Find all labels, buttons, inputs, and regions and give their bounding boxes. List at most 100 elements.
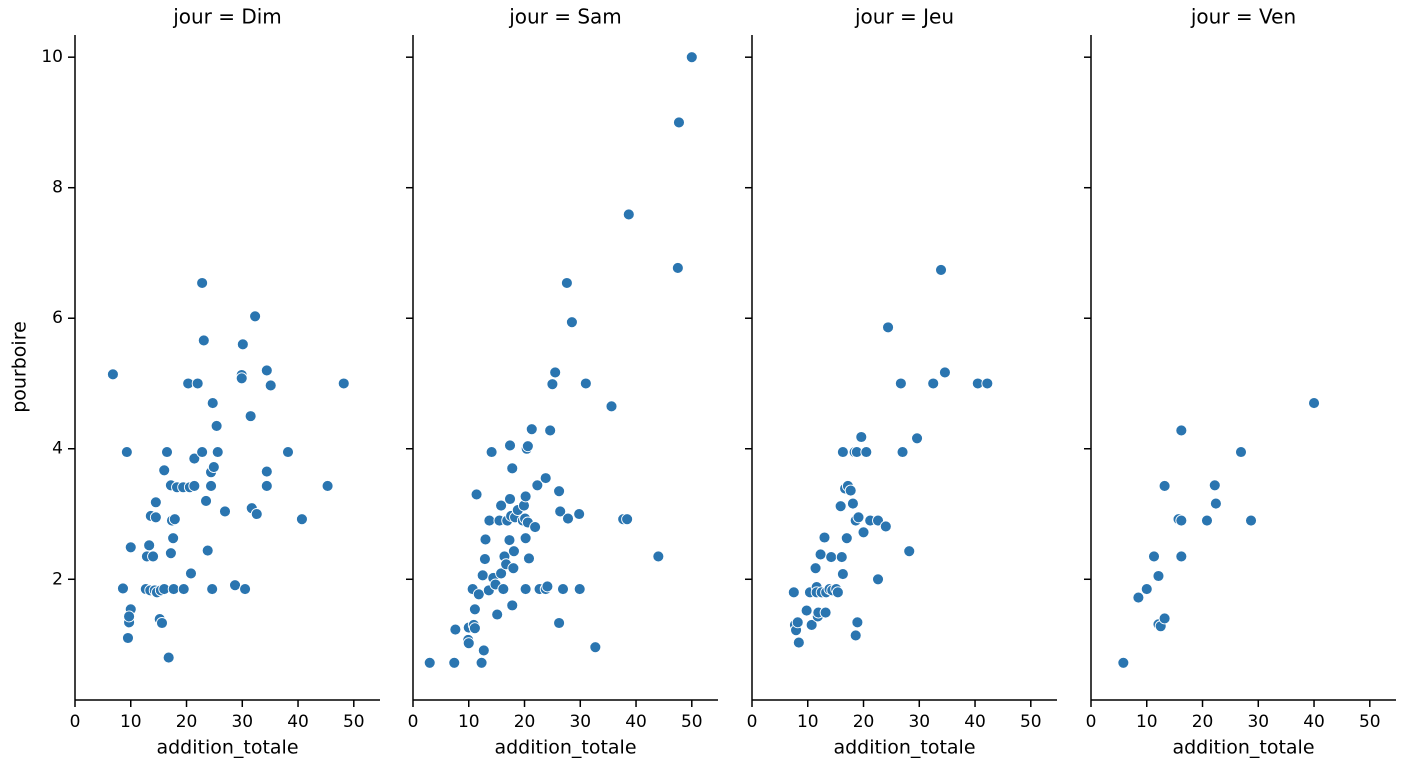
point — [249, 310, 262, 323]
point — [196, 446, 209, 458]
x-tick-label: 50 — [1020, 712, 1042, 732]
point — [519, 532, 532, 545]
point — [1140, 583, 1153, 596]
point — [557, 583, 569, 596]
point — [554, 505, 567, 518]
point — [295, 513, 308, 526]
point — [818, 531, 831, 544]
x-tick-label: 30 — [1247, 712, 1269, 732]
x-axis-label: addition_totale — [494, 737, 636, 759]
point — [507, 562, 520, 575]
point — [792, 636, 805, 649]
point — [882, 321, 895, 334]
point — [106, 368, 119, 381]
x-tick-label: 20 — [1192, 712, 1214, 732]
point — [337, 377, 350, 390]
x-tick-label: 10 — [1136, 712, 1158, 732]
point — [903, 545, 916, 558]
point — [529, 521, 542, 534]
point — [553, 617, 566, 629]
point — [673, 116, 685, 129]
point — [321, 479, 334, 492]
point — [1209, 497, 1222, 510]
x-tick-label: 30 — [231, 712, 253, 732]
point — [167, 583, 180, 596]
point — [191, 377, 204, 390]
x-tick-label: 10 — [797, 712, 819, 732]
point — [491, 608, 504, 621]
x-tick-label: 40 — [964, 712, 986, 732]
point — [504, 493, 516, 505]
point — [472, 588, 485, 601]
point — [652, 550, 665, 563]
point — [1152, 570, 1165, 582]
point — [201, 544, 214, 557]
point — [981, 377, 994, 390]
point — [531, 479, 544, 492]
point — [483, 514, 496, 527]
point — [448, 656, 461, 669]
point — [1235, 446, 1247, 458]
point — [239, 583, 252, 596]
point — [168, 513, 181, 526]
point — [1158, 479, 1171, 492]
point — [1117, 656, 1130, 669]
point — [122, 632, 134, 644]
point — [477, 644, 490, 657]
point — [879, 520, 892, 533]
point — [235, 372, 248, 385]
panel-title: jour = Ven — [1190, 5, 1296, 29]
point — [521, 440, 534, 453]
point — [927, 377, 940, 390]
point — [800, 604, 813, 617]
point — [519, 583, 532, 596]
x-tick-label: 0 — [408, 712, 419, 732]
point — [219, 505, 231, 518]
point — [562, 512, 574, 525]
point — [1175, 550, 1188, 563]
point — [1245, 514, 1257, 527]
point — [149, 496, 162, 509]
x-tick-label: 40 — [287, 712, 309, 732]
x-tick-label: 40 — [1303, 712, 1325, 732]
point — [605, 400, 618, 413]
point — [622, 208, 635, 221]
point — [851, 616, 864, 629]
point — [468, 622, 481, 635]
point — [553, 485, 566, 498]
x-tick-label: 20 — [176, 712, 198, 732]
y-tick-label: 2 — [52, 569, 63, 589]
point — [470, 488, 483, 501]
point — [478, 553, 491, 565]
point — [200, 495, 212, 507]
point — [185, 567, 197, 580]
point — [479, 533, 492, 546]
x-tick-label: 0 — [70, 712, 81, 732]
point — [894, 377, 907, 390]
point — [162, 651, 175, 664]
x-tick-label: 0 — [1086, 712, 1097, 732]
panel-title: jour = Jeu — [854, 5, 954, 29]
point — [589, 641, 602, 654]
point — [549, 366, 562, 379]
point — [935, 263, 947, 276]
point — [519, 490, 532, 503]
point — [860, 446, 873, 458]
point — [149, 511, 162, 524]
point — [836, 446, 849, 458]
y-tick-label: 10 — [41, 47, 63, 67]
point — [250, 508, 263, 520]
point — [507, 545, 520, 558]
point — [809, 562, 822, 575]
x-tick-label: 40 — [625, 712, 647, 732]
point — [449, 623, 462, 636]
point — [423, 656, 436, 669]
point — [911, 432, 923, 445]
point — [207, 461, 220, 473]
point — [805, 619, 818, 631]
point — [177, 583, 190, 596]
point — [541, 580, 554, 593]
point — [523, 552, 535, 565]
point — [210, 419, 223, 432]
point — [260, 364, 273, 377]
